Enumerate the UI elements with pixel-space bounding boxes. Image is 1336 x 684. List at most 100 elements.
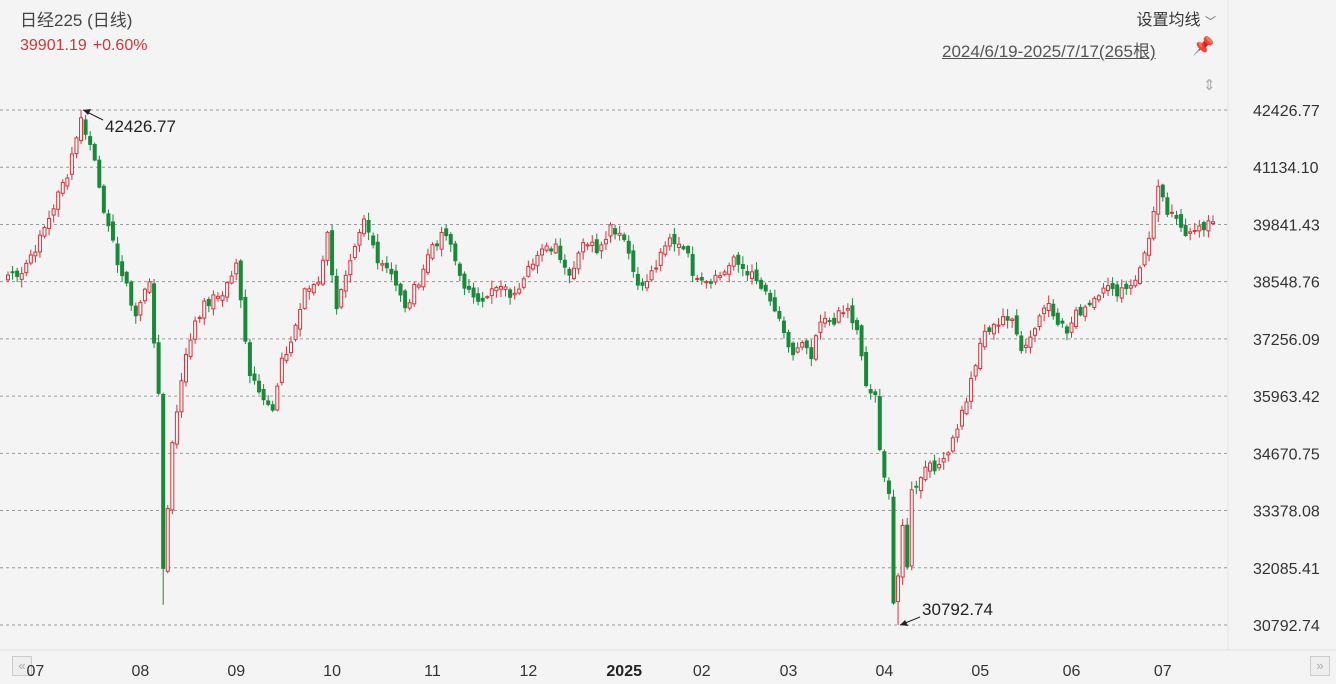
candle <box>142 287 147 304</box>
candle-body <box>667 237 672 247</box>
ma-settings-button[interactable]: 设置均线 ﹀ <box>1137 6 1216 30</box>
candle <box>1060 318 1065 328</box>
candle <box>1101 283 1106 298</box>
candle <box>485 295 490 300</box>
candle <box>101 184 106 215</box>
candle-body <box>813 335 818 360</box>
candle-body <box>781 320 786 334</box>
candle-body <box>1010 318 1015 321</box>
candle <box>247 338 252 384</box>
y-tick-label: 38548.76 <box>1253 275 1320 292</box>
candle-body <box>932 460 937 472</box>
candle <box>471 282 476 304</box>
double-right-icon[interactable]: » <box>1310 656 1330 676</box>
candle-body <box>106 213 111 227</box>
candle <box>1069 316 1074 338</box>
candle <box>503 284 508 297</box>
candle <box>174 404 179 449</box>
candle-body <box>809 347 814 360</box>
candle-body <box>1192 229 1197 232</box>
candle <box>161 392 166 605</box>
candle <box>681 244 686 251</box>
candle-body <box>1197 225 1202 232</box>
candle-body <box>845 308 850 311</box>
pin-icon[interactable]: 📌 <box>1192 36 1215 56</box>
candle <box>1028 330 1033 354</box>
candle <box>1137 265 1142 286</box>
date-range-link[interactable]: 2024/6/19-2025/7/17(265根) <box>942 42 1156 61</box>
candle <box>42 225 47 239</box>
candle-body <box>348 260 353 276</box>
candle <box>832 312 837 327</box>
candle <box>667 233 672 251</box>
candle-body <box>453 243 458 262</box>
candle-body <box>777 311 782 319</box>
candle <box>553 238 558 255</box>
double-left-icon[interactable]: « <box>12 656 32 676</box>
candle-body <box>220 295 225 301</box>
candle <box>877 388 882 452</box>
candle <box>864 346 869 388</box>
candle <box>645 274 650 292</box>
candle-body <box>590 241 595 247</box>
candle-body <box>457 263 462 276</box>
candle <box>197 315 202 323</box>
resize-icon[interactable]: ⇕ <box>1203 77 1216 94</box>
candle <box>1169 204 1174 218</box>
candle-body <box>608 224 613 237</box>
candle <box>74 136 79 159</box>
candle-body <box>270 404 275 411</box>
candle <box>334 268 339 315</box>
candle <box>1042 304 1047 322</box>
candle-body <box>471 287 476 298</box>
candle <box>521 276 526 290</box>
candle <box>462 271 467 296</box>
candle-body <box>389 268 394 275</box>
candle <box>722 269 727 277</box>
candle <box>909 481 914 571</box>
candle <box>959 405 964 430</box>
candle-body <box>467 285 472 290</box>
candle <box>489 280 494 304</box>
candle <box>635 267 640 290</box>
candle-body <box>65 177 70 187</box>
candle-body <box>973 365 978 377</box>
candle <box>813 333 818 362</box>
candle <box>950 434 955 454</box>
candle-body <box>1069 322 1074 333</box>
candle <box>435 240 440 251</box>
candle <box>15 267 20 282</box>
candle <box>594 233 599 255</box>
candle <box>270 400 275 413</box>
candle <box>494 285 499 298</box>
candle-body <box>836 310 841 323</box>
candle-body <box>603 238 608 245</box>
candle-body <box>247 342 252 377</box>
candle <box>298 302 303 337</box>
candle <box>243 289 248 345</box>
candle-body <box>92 143 97 161</box>
candle-body <box>1183 225 1188 236</box>
candle <box>467 278 472 294</box>
candle-body <box>380 263 385 266</box>
candle-body <box>1074 309 1079 327</box>
candle <box>206 296 211 313</box>
candle <box>1046 295 1051 318</box>
candle <box>165 504 170 574</box>
candle <box>1014 309 1019 337</box>
candle <box>777 306 782 322</box>
candle <box>622 232 627 242</box>
candle <box>795 342 800 354</box>
candle <box>759 277 764 291</box>
candle-body <box>1156 185 1161 215</box>
candle <box>380 259 385 272</box>
x-tick-label: 02 <box>693 663 711 680</box>
candle <box>330 224 335 283</box>
candle-body <box>225 282 230 298</box>
candle-body <box>681 246 686 250</box>
candle-body <box>649 270 654 281</box>
candle-body <box>740 263 745 269</box>
y-tick-label: 32085.41 <box>1253 561 1320 578</box>
candle-body <box>275 385 280 411</box>
